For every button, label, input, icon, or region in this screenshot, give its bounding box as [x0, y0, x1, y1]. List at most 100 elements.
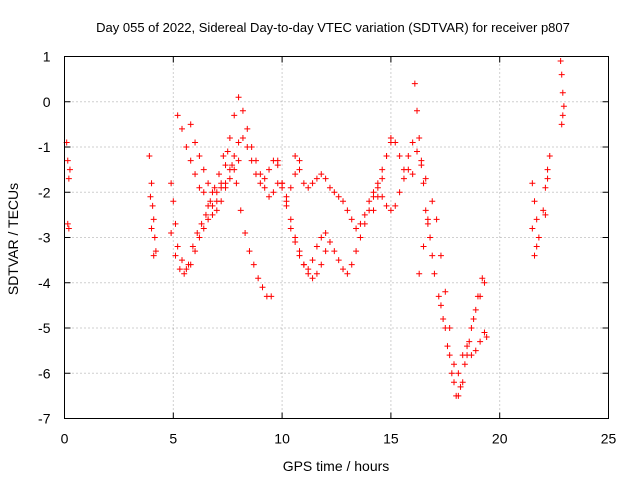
data-point: [237, 207, 244, 214]
data-point: [464, 343, 471, 350]
y-axis-label: SDTVAR / TECUs: [5, 183, 21, 295]
data-point: [224, 148, 231, 155]
x-axis-label: GPS time / hours: [283, 458, 390, 474]
data-point: [149, 202, 156, 209]
data-point: [213, 198, 220, 205]
data-point: [209, 189, 216, 196]
tick-labels: 0 5 10 15 20 25 -7 -6 -5 -4 -3 -2 -1 0 1: [38, 49, 616, 447]
data-point: [179, 125, 186, 132]
data-point: [326, 239, 333, 246]
data-point: [416, 270, 423, 277]
data-point: [192, 248, 199, 255]
data-point: [176, 266, 183, 273]
data-point: [529, 225, 536, 232]
data-point: [414, 148, 421, 155]
data-point: [65, 225, 72, 232]
data-point: [374, 193, 381, 200]
data-point: [558, 121, 565, 128]
data-point: [172, 252, 179, 259]
data-point: [477, 293, 484, 300]
data-point: [150, 252, 157, 259]
data-point: [261, 184, 268, 191]
data-point: [200, 189, 207, 196]
y-tick-label: 1: [43, 49, 51, 65]
data-point: [266, 166, 273, 173]
data-point: [400, 166, 407, 173]
data-point: [392, 139, 399, 146]
data-point: [444, 343, 451, 350]
data-point: [192, 171, 199, 178]
y-tick-label: -2: [38, 184, 51, 200]
data-point: [353, 248, 360, 255]
data-point: [309, 180, 316, 187]
data-point: [468, 325, 475, 331]
data-point: [433, 216, 440, 223]
axis-ticks: [64, 56, 609, 419]
y-tick-label: -4: [38, 275, 51, 291]
data-point: [414, 107, 421, 114]
series-track-12: [437, 302, 490, 386]
data-point: [309, 257, 316, 264]
data-point: [222, 162, 229, 169]
data-point: [235, 139, 242, 146]
data-point: [146, 153, 153, 160]
data-point: [420, 243, 427, 250]
data-point: [252, 157, 259, 164]
data-point: [387, 207, 394, 214]
y-tick-label: 0: [43, 94, 51, 110]
data-point: [477, 338, 484, 345]
data-point: [357, 220, 364, 227]
data-point: [226, 175, 233, 182]
data-point: [429, 198, 436, 205]
data-point: [205, 216, 212, 223]
data-point: [544, 175, 551, 182]
data-point: [422, 175, 429, 182]
grid: [64, 56, 609, 419]
data-point: [540, 207, 547, 214]
data-point: [244, 125, 251, 132]
data-point: [422, 207, 429, 214]
data-point: [305, 266, 312, 273]
data-point: [535, 234, 542, 241]
data-point: [211, 184, 218, 191]
data-point: [152, 248, 159, 255]
data-point: [233, 180, 240, 187]
data-point: [296, 166, 303, 173]
data-point: [215, 171, 222, 178]
data-point: [268, 293, 275, 300]
x-tick-label: 20: [492, 431, 508, 447]
series-track-7: [274, 139, 394, 277]
data-point: [409, 139, 416, 146]
y-tick-label: -5: [38, 320, 51, 336]
series-track-2: [146, 153, 159, 259]
data-point: [448, 370, 455, 377]
x-tick-label: 0: [61, 431, 69, 447]
data-point: [179, 257, 186, 264]
data-point: [261, 175, 268, 182]
data-point: [296, 252, 303, 259]
data-point: [287, 225, 294, 232]
series-track-14: [540, 153, 553, 218]
data-point: [400, 175, 407, 182]
data-point: [326, 184, 333, 191]
data-point: [379, 166, 386, 173]
data-point: [542, 184, 549, 191]
data-point: [546, 153, 553, 160]
data-point: [451, 361, 458, 368]
data-point: [257, 171, 264, 178]
data-point: [205, 180, 212, 187]
data-point: [250, 261, 257, 268]
data-point: [461, 361, 468, 368]
data-point: [409, 171, 416, 178]
data-point: [151, 234, 158, 241]
data-point: [287, 216, 294, 223]
data-point: [457, 383, 464, 390]
data-point: [279, 180, 286, 187]
data-point: [472, 306, 479, 313]
data-point: [270, 189, 277, 196]
data-point: [383, 153, 390, 160]
data-point: [481, 279, 488, 286]
data-point: [292, 171, 299, 178]
data-point: [313, 175, 320, 182]
